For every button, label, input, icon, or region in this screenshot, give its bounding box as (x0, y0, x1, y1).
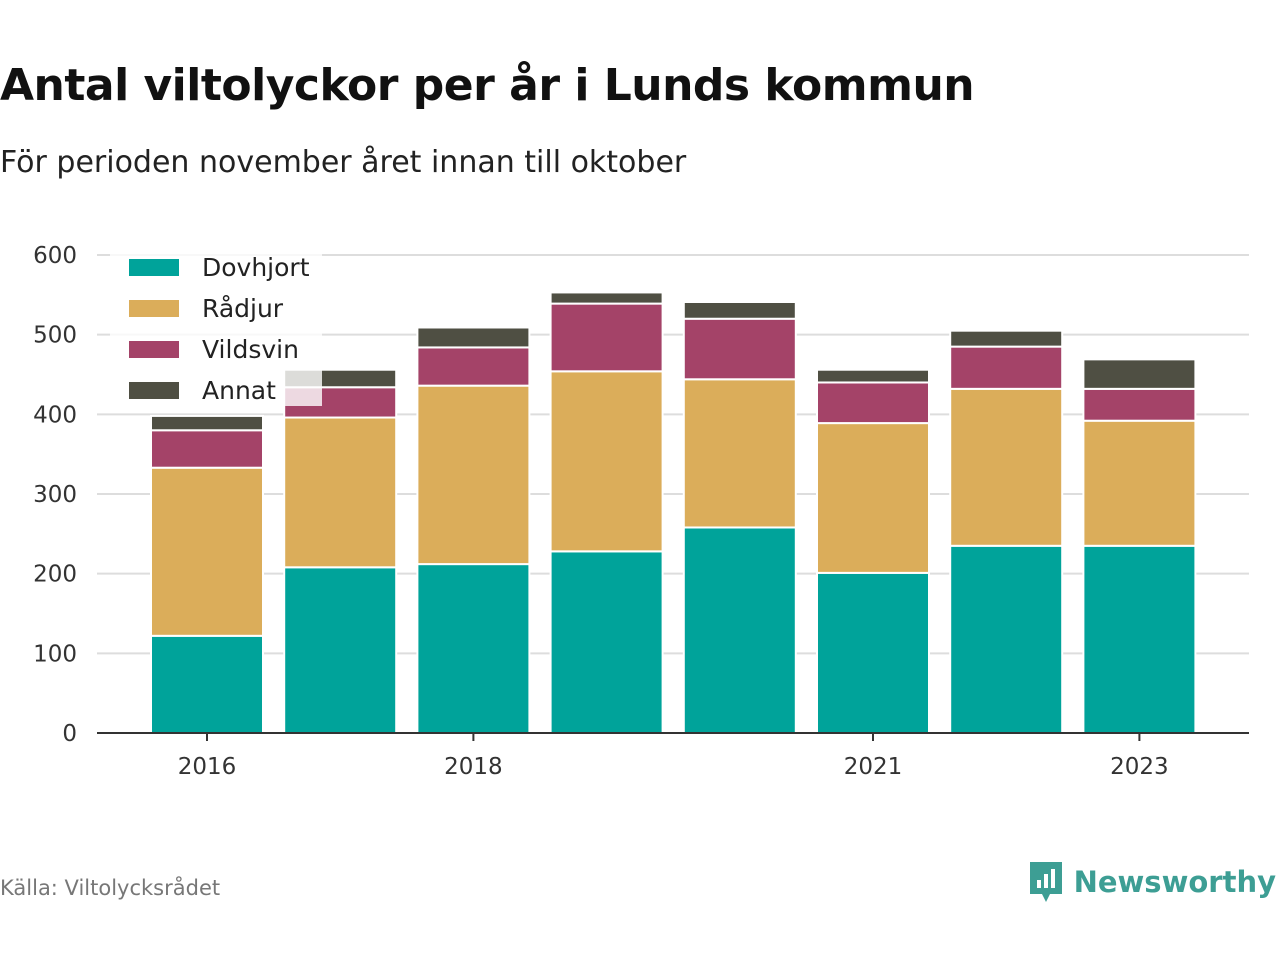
bar-vildsvin-2020 (682, 317, 797, 381)
legend-swatch-annat (129, 382, 179, 399)
bar-dovhjort-2016 (150, 634, 264, 734)
bars (150, 291, 1197, 735)
legend-label: Dovhjort (202, 253, 310, 282)
legend: Dovhjort Rådjur Vildsvin Annat (110, 246, 322, 406)
legend-swatch-vildsvin (129, 341, 179, 358)
brand-name: Newsworthy (1073, 865, 1276, 899)
x-tick-label: 2021 (844, 754, 903, 780)
y-tick-label: 100 (33, 641, 77, 667)
x-tick-label: 2016 (178, 754, 237, 780)
legend-label: Annat (202, 376, 276, 405)
bar-vildsvin-2021 (816, 381, 930, 425)
bar-dovhjort-2022 (949, 544, 1064, 734)
y-tick-label: 200 (33, 562, 77, 588)
source-note: Källa: Viltolycksrådet (0, 876, 221, 900)
bar-r-djur-2023 (1082, 419, 1197, 547)
legend-label: Vildsvin (202, 335, 299, 364)
bar-r-djur-2016 (150, 466, 264, 637)
chart-title: Antal viltolyckor per år i Lunds kommun (0, 60, 975, 111)
bar-annat-2020 (682, 301, 797, 320)
bar-vildsvin-2019 (549, 302, 664, 373)
bar-r-djur-2020 (682, 378, 797, 529)
bar-vildsvin-2023 (1082, 387, 1197, 422)
bar-vildsvin-2016 (150, 429, 264, 469)
bar-dovhjort-2017 (283, 566, 398, 734)
brand-logo: Newsworthy (1028, 860, 1276, 904)
bar-dovhjort-2019 (549, 550, 664, 734)
y-tick-label: 0 (62, 721, 77, 747)
x-tick-label: 2018 (444, 754, 503, 780)
bar-annat-2022 (949, 329, 1064, 348)
bar-r-djur-2022 (949, 387, 1064, 547)
y-tick-label: 500 (33, 323, 77, 349)
bar-annat-2018 (416, 326, 531, 349)
y-tick-label: 400 (33, 402, 77, 428)
bar-dovhjort-2023 (1082, 544, 1197, 734)
bar-r-djur-2017 (283, 416, 398, 569)
bar-vildsvin-2018 (416, 346, 531, 387)
y-axis-labels: 0 100 200 300 400 500 600 (33, 243, 77, 747)
bar-r-djur-2018 (416, 384, 531, 566)
legend-label: Rådjur (202, 294, 284, 323)
newsworthy-logo-icon (1029, 862, 1062, 902)
x-tick-label: 2023 (1110, 754, 1169, 780)
bar-dovhjort-2018 (416, 563, 531, 735)
bar-dovhjort-2020 (682, 526, 797, 735)
bar-vildsvin-2022 (949, 345, 1064, 390)
bar-annat-2016 (150, 414, 264, 432)
bar-annat-2023 (1082, 358, 1197, 390)
bar-annat-2021 (816, 368, 930, 384)
bar-annat-2019 (549, 291, 664, 305)
x-axis-ticks: 2016 2018 2021 2023 (178, 733, 1169, 780)
bar-r-djur-2019 (549, 370, 664, 553)
y-tick-label: 600 (33, 243, 77, 269)
bar-dovhjort-2021 (816, 571, 930, 734)
legend-swatch-r-djur (129, 300, 179, 317)
legend-swatch-dovhjort (129, 259, 179, 276)
bar-r-djur-2021 (816, 422, 930, 574)
chart-subtitle: För perioden november året innan till ok… (0, 145, 687, 180)
y-tick-label: 300 (33, 482, 77, 508)
